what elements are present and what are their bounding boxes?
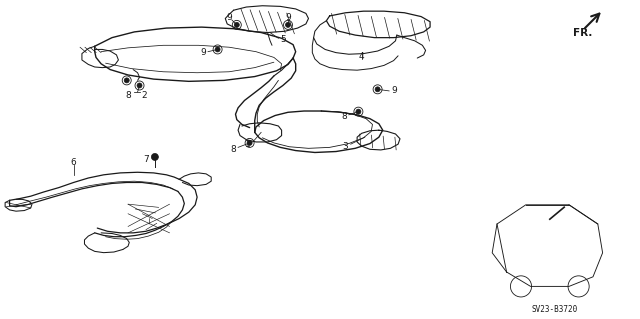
Circle shape	[215, 47, 220, 52]
Text: 9: 9	[227, 13, 232, 22]
Text: 3: 3	[343, 142, 348, 151]
Circle shape	[124, 78, 129, 83]
Text: 7: 7	[143, 155, 148, 164]
Circle shape	[285, 22, 291, 27]
Circle shape	[137, 83, 142, 88]
Text: 9: 9	[285, 13, 291, 22]
Text: FR.: FR.	[573, 28, 593, 38]
Circle shape	[234, 22, 239, 27]
Text: 5: 5	[280, 35, 285, 44]
Text: 8: 8	[231, 145, 236, 154]
Text: 8: 8	[125, 91, 131, 100]
Text: 6: 6	[71, 158, 76, 167]
Text: 8: 8	[342, 112, 347, 121]
Circle shape	[375, 87, 380, 92]
Text: 9: 9	[392, 86, 397, 95]
Circle shape	[356, 109, 361, 114]
Circle shape	[247, 140, 252, 145]
Text: SV23-B3720: SV23-B3720	[532, 306, 578, 315]
Text: 2: 2	[141, 91, 147, 100]
Circle shape	[152, 153, 158, 160]
Text: 1: 1	[246, 140, 251, 149]
Text: 9: 9	[201, 48, 206, 57]
Text: 4: 4	[359, 52, 364, 61]
